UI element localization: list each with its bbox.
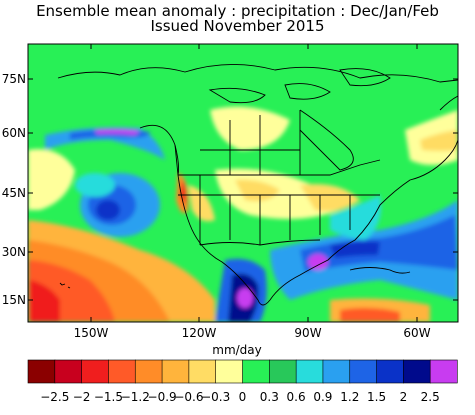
colorbar-tick-label: −0.9	[147, 390, 177, 404]
axis-ticks	[28, 44, 458, 322]
colorbar-swatch	[376, 359, 404, 384]
colorbar-swatch	[269, 359, 297, 384]
colorbar-swatch	[403, 359, 431, 384]
coastlines	[57, 64, 458, 306]
colorbar-tick-label: −0.6	[174, 390, 204, 404]
colorbar-tick-label: 1.2	[340, 390, 360, 404]
colorbar-tick-label: −1.2	[120, 390, 150, 404]
map-title: Ensemble mean anomaly : precipitation : …	[36, 2, 439, 20]
colorbar-tick-label: 0.3	[259, 390, 279, 404]
colorbar-tick-label: 0.6	[286, 390, 306, 404]
colorbar-swatch	[27, 359, 56, 384]
anomaly-field	[28, 44, 458, 322]
colorbar-swatch	[108, 359, 136, 384]
colorbar-tick-label: 0.9	[313, 390, 333, 404]
map-frame	[27, 43, 459, 323]
colorbar-tick-label: 0	[238, 390, 247, 404]
colorbar	[27, 359, 458, 384]
lon-label-90w: 90W	[294, 326, 322, 340]
lat-label-15n: 15N	[1, 293, 26, 307]
lon-label-120w: 120W	[181, 326, 217, 340]
colorbar-tick-label: −1.5	[93, 390, 123, 404]
lat-label-45n: 45N	[1, 186, 26, 200]
colorbar-swatch	[215, 359, 244, 384]
colorbar-tick-label: −2.5	[40, 390, 70, 404]
colorbar-units: mm/day	[212, 343, 262, 357]
lat-label-75n: 75N	[1, 72, 26, 86]
colorbar-tick-label: −2	[72, 390, 91, 404]
colorbar-swatch	[81, 359, 110, 384]
colorbar-tick-label: 2	[399, 390, 408, 404]
colorbar-swatch	[295, 359, 324, 384]
lat-label-30n: 30N	[1, 245, 26, 259]
colorbar-swatch	[322, 359, 351, 384]
issue-date: Issued November 2015	[150, 17, 325, 35]
colorbar-tick-label: −0.3	[201, 390, 231, 404]
colorbar-swatch	[242, 359, 270, 384]
colorbar-swatch	[161, 359, 190, 384]
colorbar-tick-label: 1.5	[367, 390, 387, 404]
lat-label-60n: 60N	[1, 126, 26, 140]
colorbar-swatch	[349, 359, 378, 384]
colorbar-tick-label: 2.5	[420, 390, 440, 404]
colorbar-swatch	[188, 359, 217, 384]
colorbar-swatch	[54, 359, 83, 384]
colorbar-swatch	[429, 359, 458, 384]
lon-label-60w: 60W	[403, 326, 431, 340]
colorbar-swatch	[134, 359, 163, 384]
lon-label-150w: 150W	[73, 326, 109, 340]
